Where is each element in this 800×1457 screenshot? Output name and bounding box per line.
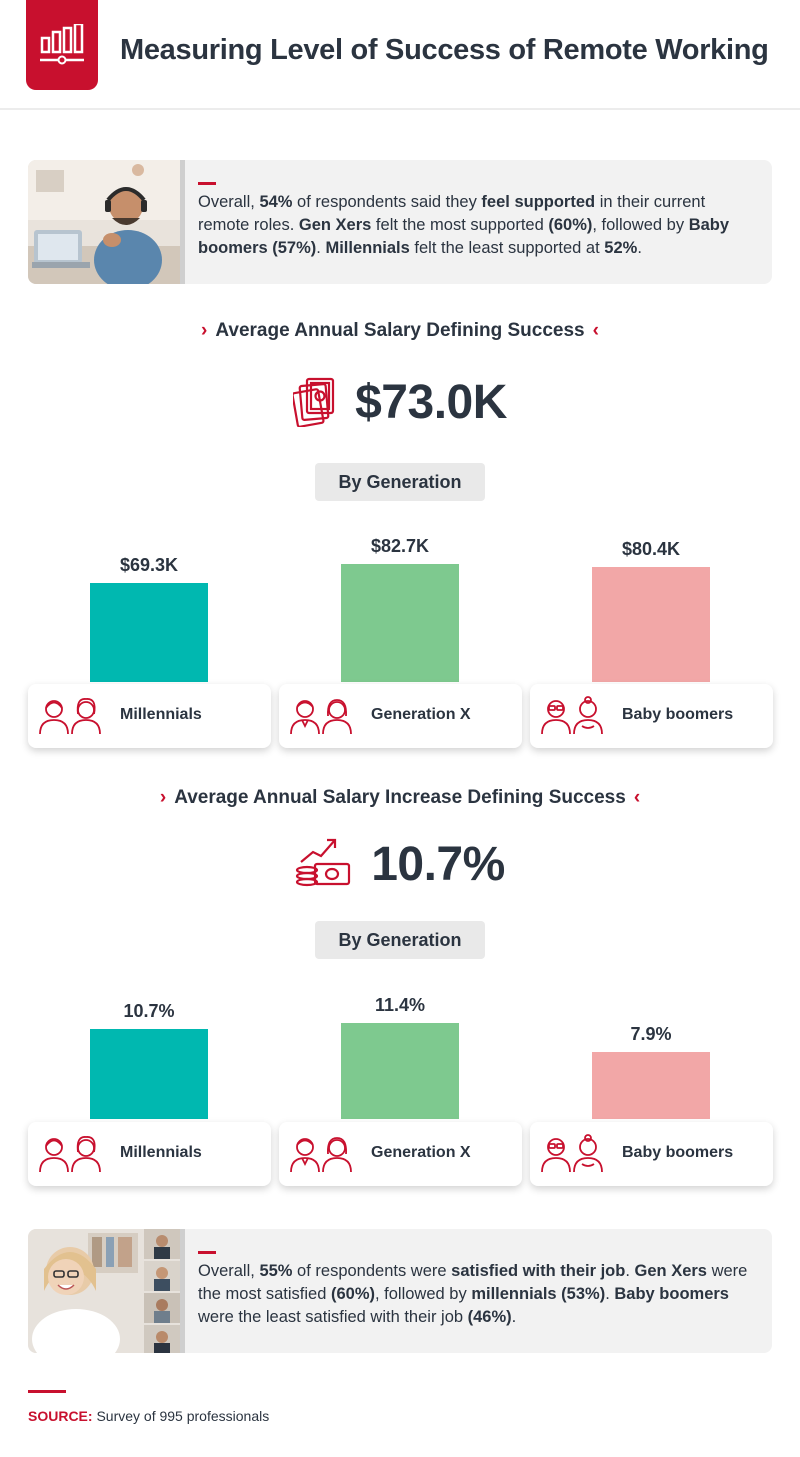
info-text-segment: (60%)	[330, 1285, 375, 1303]
kpi-increase-value: 10.7%	[371, 837, 505, 891]
info-divider	[180, 160, 185, 284]
logo	[26, 0, 98, 90]
info-card-top: Overall, 54% of respondents said they fe…	[28, 160, 772, 284]
info-accent-dash	[198, 1251, 216, 1254]
increase-bar-chart: 10.7% Millennials 11.4% Generation X 7.9% Bab…	[0, 985, 800, 1190]
info-text-segment: of respondents said they	[292, 193, 482, 211]
info-text-segment: were the most satisfied	[198, 1262, 748, 1303]
bar-millennials	[90, 1029, 208, 1119]
info-text-segment: 54%	[259, 193, 293, 211]
info-text-segment: satisfied with their job	[451, 1262, 626, 1280]
kpi-salary-value: $73.0K	[355, 375, 507, 429]
info-text-segment: felt the least supported at	[409, 239, 605, 257]
info-text-segment: .	[625, 1262, 635, 1280]
generation-x-people-icon	[287, 696, 357, 741]
generation-card-generation-x: Generation X	[279, 1122, 522, 1186]
source-text: Survey of 995 professionals	[92, 1408, 270, 1424]
info-text-segment: Baby boomers	[614, 1285, 729, 1303]
page-title: Measuring Level of Success of Remote Wor…	[120, 34, 769, 66]
info-text-segment: (46%)	[467, 1308, 512, 1326]
info-text-segment: .	[605, 1285, 615, 1303]
section-title-text: Average Annual Salary Defining Success	[215, 320, 585, 341]
bar-generation-x	[341, 564, 459, 682]
info-text-top: Overall, 54% of respondents said they fe…	[198, 191, 758, 260]
millennials-people-icon	[36, 696, 106, 741]
info-text-segment: in their current remote roles.	[198, 193, 706, 234]
bar-value-label: 10.7%	[123, 1001, 175, 1021]
bar-baby-boomers	[592, 1052, 710, 1119]
section-title-text: Average Annual Salary Increase Defining …	[174, 787, 626, 808]
info-text-segment: millennials (53%)	[471, 1285, 606, 1303]
generation-name: Millennials	[120, 1144, 202, 1161]
bar-value-label: $69.3K	[119, 555, 179, 575]
info-text-segment: feel supported	[481, 193, 596, 211]
generation-card-millennials: Millennials	[28, 684, 271, 748]
info-text-segment: .	[511, 1308, 517, 1326]
baby-boomers-people-icon	[538, 696, 608, 741]
generation-card-baby-boomers: Baby boomers	[530, 1122, 773, 1186]
info-text-segment: 52%	[604, 239, 638, 257]
info-text-segment: Gen Xers	[298, 216, 372, 234]
info-text-bottom: Overall, 55% of respondents were satisfi…	[198, 1260, 758, 1329]
chevron-right-icon: ›	[159, 787, 167, 808]
info-card-bottom: Overall, 55% of respondents were satisfi…	[28, 1229, 772, 1353]
source-note: SOURCE: Survey of 995 professionals	[28, 1408, 269, 1424]
woman-video-call-photo	[28, 1229, 180, 1353]
bar-generation-x	[341, 1023, 459, 1119]
generation-name: Generation X	[371, 1144, 471, 1161]
info-text-segment: (60%)	[548, 216, 593, 234]
info-text-segment: .	[316, 239, 326, 257]
money-growth-icon	[296, 838, 351, 887]
money-stack-icon	[293, 377, 335, 427]
generation-card-baby-boomers: Baby boomers	[530, 684, 773, 748]
info-text-segment: Millennials	[325, 239, 410, 257]
generation-x-people-icon	[287, 1134, 357, 1179]
bar-baby-boomers	[592, 567, 710, 682]
info-accent-dash	[198, 182, 216, 185]
header: Measuring Level of Success of Remote Wor…	[0, 0, 800, 110]
bar-millennials	[90, 583, 208, 682]
bar-chart-icon	[40, 24, 84, 65]
salary-bar-chart: $69.3K Millennials $82.7K Generation X $80.4…	[0, 520, 800, 750]
info-text-segment: , followed by	[375, 1285, 472, 1303]
info-text-segment: Overall,	[198, 1262, 260, 1280]
info-text-segment: were the least satisfied with their job	[198, 1308, 468, 1326]
source-label: SOURCE:	[28, 1408, 93, 1424]
chevron-left-icon: ‹	[633, 787, 641, 808]
millennials-people-icon	[36, 1134, 106, 1179]
bar-value-label: 7.9%	[630, 1024, 672, 1044]
by-generation-label: By Generation	[315, 463, 485, 501]
info-text-segment: Baby boomers (57%)	[198, 216, 730, 257]
section-title-salary: › Average Annual Salary Defining Success ‹	[0, 320, 800, 342]
bar-value-label: 11.4%	[374, 995, 426, 1015]
generation-name: Baby boomers	[622, 706, 734, 723]
bar-value-label: $80.4K	[621, 539, 681, 559]
chevron-left-icon: ‹	[592, 320, 599, 341]
info-text-segment: Gen Xers	[634, 1262, 707, 1280]
chevron-right-icon: ›	[201, 320, 208, 341]
generation-name: Baby boomers	[622, 1144, 734, 1161]
generation-card-millennials: Millennials	[28, 1122, 271, 1186]
info-text-segment: felt the most supported	[371, 216, 549, 234]
source-accent-line	[28, 1390, 66, 1393]
generation-name: Millennials	[120, 706, 202, 723]
kpi-increase: 10.7%	[0, 832, 800, 896]
man-with-headset-photo	[28, 160, 180, 284]
bar-value-label: $82.7K	[370, 536, 430, 556]
info-text-segment: of respondents were	[292, 1262, 452, 1280]
info-text-segment: Overall,	[198, 193, 260, 211]
by-generation-label: By Generation	[315, 921, 485, 959]
info-divider	[180, 1229, 185, 1353]
section-title-increase: › Average Annual Salary Increase Defining…	[0, 787, 800, 809]
generation-name: Generation X	[371, 706, 471, 723]
info-text-segment: .	[637, 239, 642, 257]
info-text-segment: , followed by	[592, 216, 689, 234]
kpi-salary: $73.0K	[0, 372, 800, 432]
generation-card-generation-x: Generation X	[279, 684, 522, 748]
baby-boomers-people-icon	[538, 1134, 608, 1179]
info-text-segment: 55%	[259, 1262, 293, 1280]
